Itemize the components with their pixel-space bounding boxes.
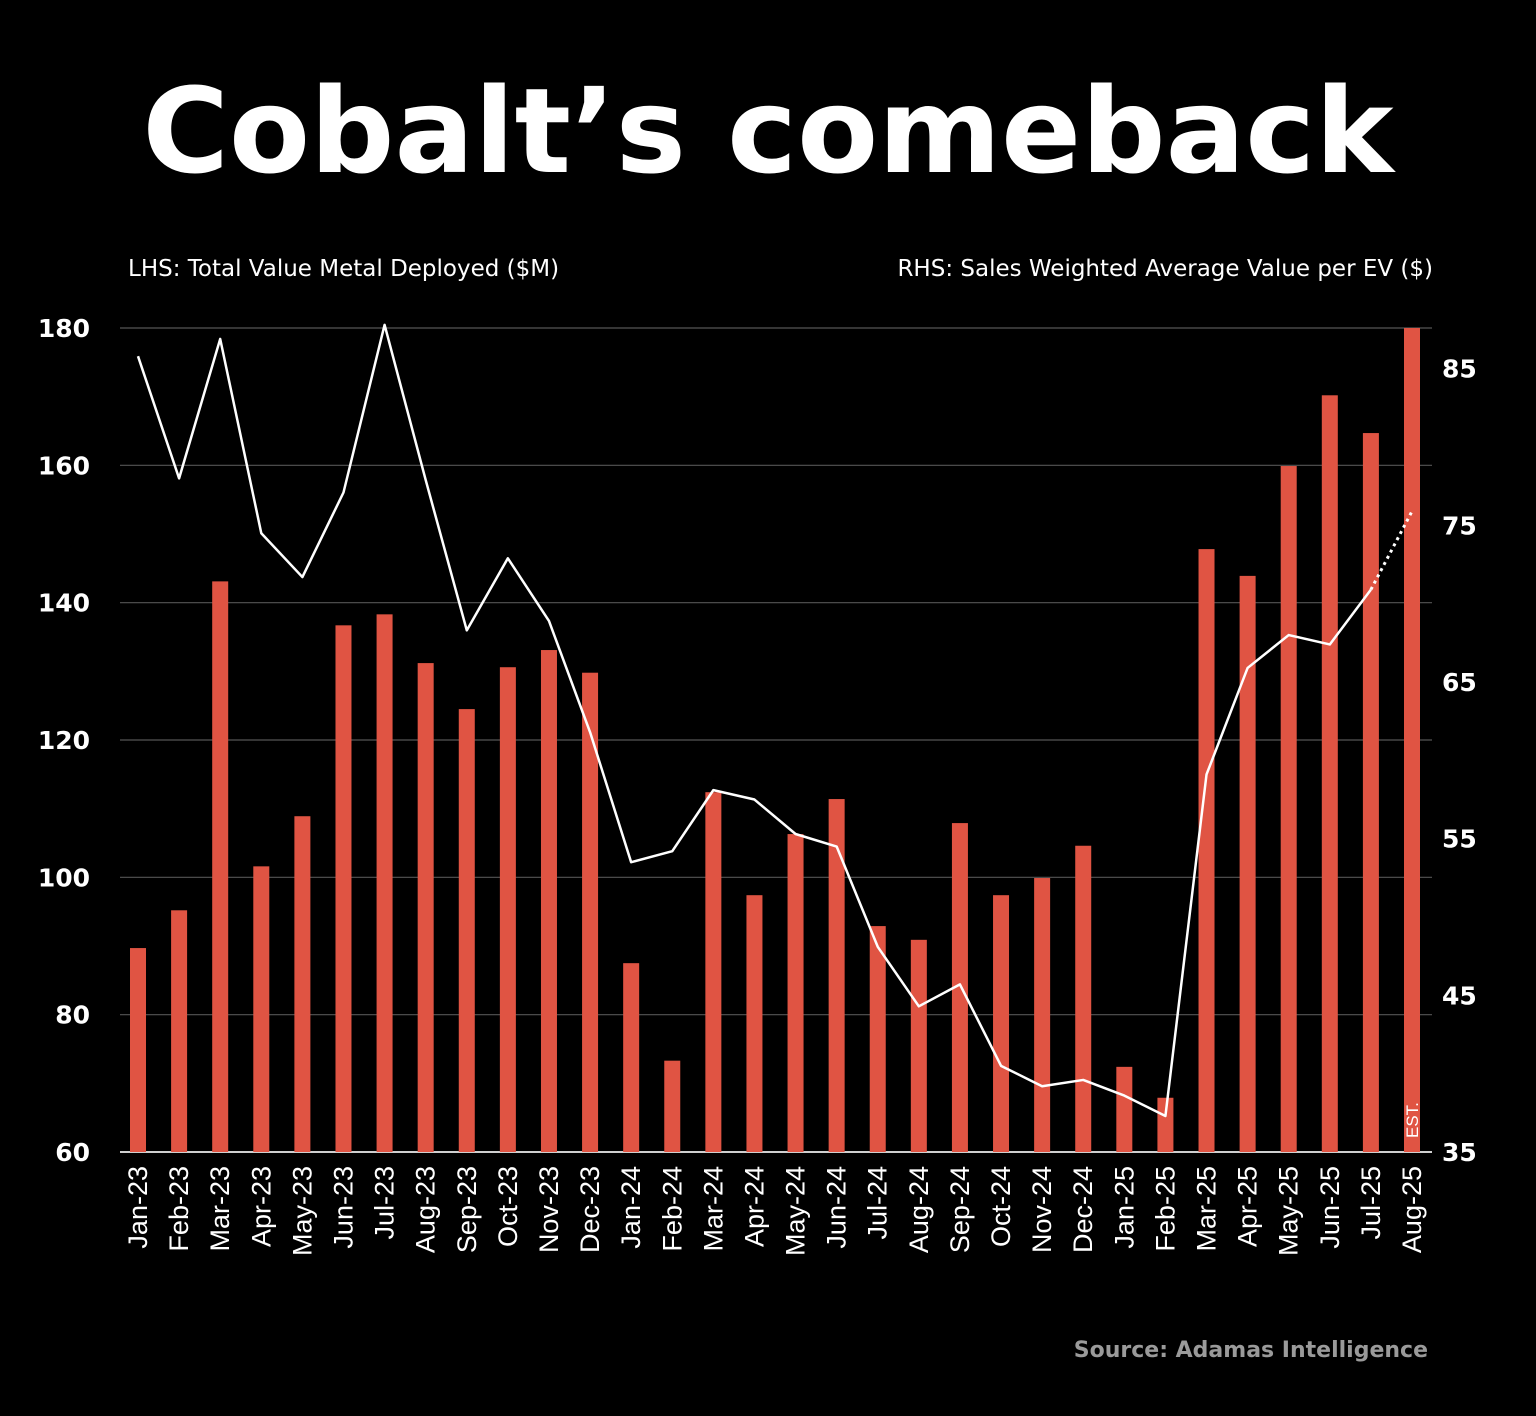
bars <box>130 328 1420 1152</box>
bar-Feb-23 <box>171 910 188 1152</box>
right-axis-label: RHS: Sales Weighted Average Value per EV… <box>897 256 1433 282</box>
x-tick-label: Oct-24 <box>986 1166 1016 1247</box>
line-series <box>136 323 1414 1118</box>
bar-Jun-25 <box>1321 395 1338 1152</box>
bar-Aug-23 <box>417 663 434 1152</box>
x-tick-label: Feb-23 <box>164 1166 194 1252</box>
axis-ticks: 60 80 100 120 140 160 180 35 45 55 65 75 85 Jan-23 Feb… <box>38 314 1477 1256</box>
x-tick-label: May-23 <box>287 1166 317 1256</box>
bar-Jan-24 <box>623 963 640 1152</box>
x-tick-label: Mar-25 <box>1192 1166 1222 1252</box>
x-tick-label: Nov-24 <box>1027 1166 1057 1253</box>
right-tick-label: 65 <box>1442 668 1477 697</box>
x-tick-label: Mar-24 <box>698 1166 728 1252</box>
x-tick-label: Jul-24 <box>863 1166 893 1240</box>
right-tick-label: 75 <box>1442 511 1477 540</box>
estimate-annotation: EST. <box>1403 1102 1422 1138</box>
x-tick-label: Nov-23 <box>534 1166 564 1253</box>
x-tick-label: Oct-23 <box>493 1166 523 1247</box>
bar-Mar-25 <box>1198 549 1215 1152</box>
bar-Nov-23 <box>540 650 557 1152</box>
left-tick-label: 100 <box>38 863 90 892</box>
source-note: Source: Adamas Intelligence <box>1074 1338 1428 1363</box>
x-tick-label: Apr-24 <box>739 1166 769 1247</box>
x-tick-label: Dec-24 <box>1068 1166 1098 1253</box>
x-tick-label: Jan-24 <box>616 1166 646 1249</box>
x-tick-label: Sep-23 <box>452 1166 482 1253</box>
bar-Jul-23 <box>376 614 393 1152</box>
bar-Jan-23 <box>130 948 146 1152</box>
bar-Mar-23 <box>212 581 229 1152</box>
bar-Jul-24 <box>869 926 886 1152</box>
x-tick-label: Jun-23 <box>328 1166 358 1249</box>
bar-Nov-24 <box>1034 878 1051 1152</box>
x-tick-label: Jan-25 <box>1109 1166 1139 1249</box>
bar-Apr-25 <box>1239 575 1256 1152</box>
x-tick-label: Aug-25 <box>1397 1166 1427 1253</box>
x-tick-label: Aug-24 <box>904 1166 934 1253</box>
bar-Feb-25 <box>1157 1097 1174 1152</box>
left-tick-label: 160 <box>38 451 90 480</box>
left-axis-label: LHS: Total Value Metal Deployed ($M) <box>128 256 559 282</box>
left-tick-label: 180 <box>38 314 90 343</box>
right-tick-label: 45 <box>1442 981 1477 1010</box>
x-tick-label: Dec-23 <box>575 1166 605 1253</box>
x-tick-label: May-24 <box>781 1166 811 1256</box>
bar-Aug-24 <box>910 939 927 1152</box>
bar-Apr-23 <box>253 866 270 1152</box>
bar-Sep-24 <box>951 823 968 1152</box>
x-tick-label: Jun-24 <box>822 1166 852 1249</box>
bar-Feb-24 <box>664 1060 681 1152</box>
x-tick-label: Mar-23 <box>205 1166 235 1252</box>
right-tick-label: 85 <box>1442 355 1477 384</box>
bar-Oct-24 <box>993 895 1010 1152</box>
x-tick-label: Apr-25 <box>1233 1166 1263 1247</box>
x-tick-label: Feb-24 <box>657 1166 687 1252</box>
x-tick-label: Apr-23 <box>246 1166 276 1247</box>
bar-Apr-24 <box>746 895 763 1152</box>
x-tick-label: Aug-23 <box>411 1166 441 1253</box>
left-tick-label: 80 <box>55 1001 90 1030</box>
right-tick-label: 55 <box>1442 825 1477 854</box>
bar-Jun-24 <box>828 799 845 1152</box>
x-tick-label: Jul-25 <box>1356 1166 1386 1240</box>
bar-Jan-25 <box>1116 1066 1133 1152</box>
bar-Jul-25 <box>1362 433 1379 1152</box>
line-path <box>136 323 1372 1118</box>
bar-May-24 <box>787 834 804 1152</box>
left-tick-label: 140 <box>38 589 90 618</box>
x-tick-label: Feb-25 <box>1150 1166 1180 1252</box>
bar-Dec-24 <box>1075 845 1092 1152</box>
bar-Mar-24 <box>705 792 722 1152</box>
gridlines <box>120 327 1432 1153</box>
bar-May-25 <box>1280 466 1297 1152</box>
left-tick-label: 60 <box>55 1138 90 1167</box>
right-tick-label: 35 <box>1442 1138 1477 1167</box>
x-tick-label: May-25 <box>1274 1166 1304 1256</box>
x-tick-label: Jul-23 <box>370 1166 400 1240</box>
x-tick-label: Jan-23 <box>123 1166 153 1249</box>
bar-Dec-23 <box>582 672 599 1152</box>
left-tick-label: 120 <box>38 726 90 755</box>
x-tick-label: Sep-24 <box>945 1166 975 1253</box>
line-estimate-dotted <box>1369 510 1414 591</box>
bar-Sep-23 <box>458 709 475 1152</box>
x-tick-label: Jun-25 <box>1315 1166 1345 1249</box>
bar-Aug-25 <box>1404 328 1420 1152</box>
bar-Jun-23 <box>335 625 352 1152</box>
chart-title: Cobalt’s comeback <box>142 62 1396 200</box>
bar-May-23 <box>294 816 311 1152</box>
bar-Oct-23 <box>499 667 516 1152</box>
